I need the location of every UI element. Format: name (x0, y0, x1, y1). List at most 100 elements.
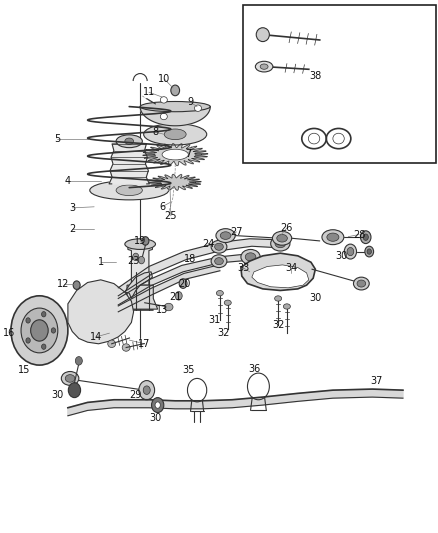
Ellipse shape (313, 66, 318, 73)
Text: 26: 26 (281, 223, 293, 233)
Ellipse shape (51, 328, 56, 333)
Text: 19: 19 (134, 236, 146, 246)
Text: 29: 29 (130, 391, 142, 400)
Ellipse shape (164, 129, 186, 140)
Ellipse shape (275, 296, 282, 301)
Ellipse shape (138, 256, 145, 264)
Polygon shape (140, 107, 210, 126)
Polygon shape (128, 244, 152, 285)
Text: 14: 14 (90, 332, 102, 342)
Text: 34: 34 (285, 263, 297, 272)
Text: 25: 25 (165, 211, 177, 221)
Ellipse shape (65, 375, 75, 382)
Text: 32: 32 (272, 320, 284, 330)
Ellipse shape (21, 308, 58, 353)
Ellipse shape (68, 383, 81, 398)
Text: 32: 32 (217, 328, 230, 338)
Ellipse shape (31, 320, 48, 341)
Text: 33: 33 (237, 263, 249, 272)
Polygon shape (252, 265, 309, 288)
Text: 31: 31 (208, 315, 221, 325)
Text: 4: 4 (65, 176, 71, 186)
Text: 13: 13 (156, 305, 168, 315)
Text: 23: 23 (127, 256, 140, 266)
Ellipse shape (321, 34, 332, 47)
Polygon shape (68, 280, 134, 344)
Polygon shape (143, 143, 208, 166)
Ellipse shape (140, 101, 210, 112)
Ellipse shape (61, 372, 79, 385)
Ellipse shape (275, 239, 286, 248)
Ellipse shape (122, 344, 130, 351)
Ellipse shape (256, 28, 269, 42)
Ellipse shape (224, 300, 231, 305)
Ellipse shape (215, 243, 223, 251)
Ellipse shape (160, 114, 167, 120)
Ellipse shape (322, 230, 344, 245)
Ellipse shape (323, 37, 329, 44)
Text: 35: 35 (182, 366, 194, 375)
Ellipse shape (357, 280, 366, 287)
Text: 24: 24 (202, 239, 214, 248)
Text: 2: 2 (69, 224, 75, 234)
Ellipse shape (144, 124, 207, 145)
Ellipse shape (277, 235, 287, 242)
Ellipse shape (75, 357, 82, 365)
Text: 1: 1 (98, 257, 104, 267)
Text: 7: 7 (185, 149, 191, 158)
Ellipse shape (162, 149, 188, 160)
Ellipse shape (42, 312, 46, 317)
Ellipse shape (308, 133, 320, 144)
Ellipse shape (11, 296, 68, 365)
Ellipse shape (125, 138, 134, 144)
Ellipse shape (143, 386, 150, 394)
Text: 8: 8 (152, 127, 159, 137)
Ellipse shape (220, 232, 231, 239)
Polygon shape (123, 285, 158, 309)
Ellipse shape (255, 61, 273, 72)
Ellipse shape (333, 133, 344, 144)
Text: 30: 30 (309, 294, 321, 303)
Text: 17: 17 (138, 339, 151, 349)
Ellipse shape (367, 249, 371, 254)
Ellipse shape (152, 398, 164, 413)
Ellipse shape (260, 64, 268, 69)
Ellipse shape (108, 340, 116, 348)
Ellipse shape (133, 253, 139, 261)
Polygon shape (118, 265, 220, 312)
Text: 6: 6 (159, 202, 165, 212)
Ellipse shape (139, 381, 155, 400)
Polygon shape (118, 254, 251, 305)
Ellipse shape (90, 181, 169, 200)
Text: 16: 16 (3, 328, 15, 338)
Ellipse shape (215, 257, 223, 265)
Ellipse shape (116, 135, 142, 148)
Polygon shape (241, 253, 315, 290)
Ellipse shape (241, 249, 260, 264)
Ellipse shape (179, 279, 187, 288)
Ellipse shape (26, 338, 30, 343)
FancyBboxPatch shape (243, 5, 436, 163)
Text: 5: 5 (54, 134, 60, 143)
Ellipse shape (211, 240, 227, 253)
Text: 21: 21 (169, 293, 181, 302)
Ellipse shape (327, 233, 339, 241)
Ellipse shape (272, 231, 292, 245)
Text: 30: 30 (336, 251, 348, 261)
Ellipse shape (211, 255, 227, 268)
Ellipse shape (271, 236, 290, 251)
Ellipse shape (216, 290, 223, 296)
Text: 12: 12 (57, 279, 70, 288)
Ellipse shape (155, 402, 160, 408)
Ellipse shape (125, 239, 155, 249)
Polygon shape (149, 174, 201, 190)
Ellipse shape (283, 304, 290, 309)
Text: 30: 30 (51, 391, 63, 400)
Ellipse shape (365, 246, 374, 257)
Text: 27: 27 (230, 227, 243, 237)
Ellipse shape (360, 231, 371, 244)
Text: 36: 36 (248, 364, 260, 374)
Text: 30: 30 (149, 414, 162, 423)
Ellipse shape (116, 185, 142, 196)
Polygon shape (125, 272, 152, 298)
